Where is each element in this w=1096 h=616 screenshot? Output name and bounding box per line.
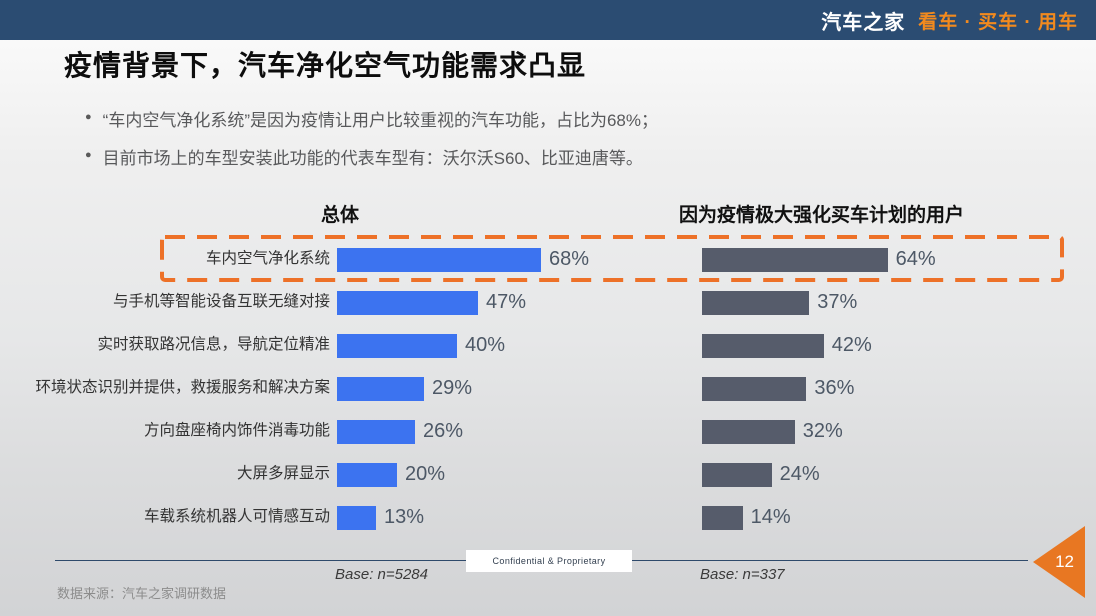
bar bbox=[702, 419, 795, 444]
value-label: 37% bbox=[817, 291, 858, 313]
chart-row: 实时获取路况信息，导航定位精准 40% 42% bbox=[0, 324, 1096, 367]
brand-name: 汽车之家 bbox=[821, 11, 906, 34]
strengthened-bar-cell: 24% bbox=[702, 462, 820, 487]
category-label: 实时获取路况信息，导航定位精准 bbox=[97, 336, 330, 354]
column-header-overall: 总体 bbox=[321, 205, 360, 226]
chart-row: 环境状态识别并提供，救援服务和解决方案 29% 36% bbox=[0, 367, 1096, 410]
overall-bar-cell: 20% bbox=[337, 462, 702, 487]
value-label: 29% bbox=[432, 377, 473, 399]
chart-rows: 车内空气净化系统 68% 64% 与手机等智能设备互联无缝对接 47% 37% 实时获取路况… bbox=[0, 238, 1096, 539]
value-label: 14% bbox=[750, 506, 791, 528]
value-label: 13% bbox=[384, 506, 425, 528]
bar bbox=[702, 290, 810, 315]
bar bbox=[337, 505, 376, 530]
confidential-label: Confidential & Proprietary bbox=[466, 550, 632, 572]
value-label: 47% bbox=[486, 291, 527, 313]
overall-bar-cell: 47% bbox=[337, 290, 702, 315]
page-title: 疫情背景下，汽车净化空气功能需求凸显 bbox=[64, 50, 587, 81]
bar bbox=[337, 376, 424, 401]
strengthened-bar-cell: 37% bbox=[702, 290, 858, 315]
value-label: 68% bbox=[549, 248, 590, 270]
category-label: 方向盘座椅内饰件消毒功能 bbox=[143, 422, 330, 440]
bullet-text: 目前市场上的车型安装此功能的代表车型有：沃尔沃S60、比亚迪唐等。 bbox=[102, 149, 643, 168]
value-label: 20% bbox=[405, 463, 446, 485]
strengthened-bar-cell: 32% bbox=[702, 419, 843, 444]
value-label: 42% bbox=[831, 334, 872, 356]
bar bbox=[337, 419, 415, 444]
bar bbox=[702, 247, 888, 272]
category-label: 环境状态识别并提供，救援服务和解决方案 bbox=[35, 379, 330, 397]
value-label: 24% bbox=[779, 463, 820, 485]
bar bbox=[702, 376, 807, 401]
category-label: 大屏多屏显示 bbox=[236, 465, 330, 483]
bullet-dot-icon: ● bbox=[85, 149, 92, 161]
bullet-item: ● 目前市场上的车型安装此功能的代表车型有：沃尔沃S60、比亚迪唐等。 bbox=[85, 144, 658, 169]
base-note-strengthened: Base: n=337 bbox=[700, 566, 785, 583]
strengthened-bar-cell: 42% bbox=[702, 333, 872, 358]
bar bbox=[337, 290, 478, 315]
bullet-item: ● “车内空气净化系统”是因为疫情让用户比较重视的汽车功能，占比为68%； bbox=[85, 106, 658, 131]
bar bbox=[702, 462, 772, 487]
data-source-note: 数据来源：汽车之家调研数据 bbox=[57, 586, 227, 601]
strengthened-bar-cell: 64% bbox=[702, 247, 936, 272]
bullet-list: ● “车内空气净化系统”是因为疫情让用户比较重视的汽车功能，占比为68%； ● … bbox=[85, 106, 658, 182]
bar bbox=[337, 333, 457, 358]
overall-bar-cell: 68% bbox=[337, 247, 702, 272]
chart-row: 与手机等智能设备互联无缝对接 47% 37% bbox=[0, 281, 1096, 324]
top-bar: 汽车之家 看车 · 买车 · 用车 bbox=[0, 0, 1096, 40]
overall-bar-cell: 40% bbox=[337, 333, 702, 358]
bar bbox=[337, 247, 541, 272]
overall-bar-cell: 29% bbox=[337, 376, 702, 401]
bar bbox=[337, 462, 397, 487]
bullet-text: “车内空气净化系统”是因为疫情让用户比较重视的汽车功能，占比为68%； bbox=[102, 111, 659, 130]
brand-tagline: 看车 · 买车 · 用车 bbox=[918, 11, 1078, 33]
overall-bar-cell: 26% bbox=[337, 419, 702, 444]
overall-bar-cell: 13% bbox=[337, 505, 702, 530]
value-label: 26% bbox=[423, 420, 464, 442]
strengthened-bar-cell: 36% bbox=[702, 376, 855, 401]
strengthened-bar-cell: 14% bbox=[702, 505, 791, 530]
column-header-strengthened: 因为疫情极大强化买车计划的用户 bbox=[679, 205, 965, 226]
page-number: 12 bbox=[1055, 552, 1074, 571]
category-label: 车载系统机器人可情感互动 bbox=[143, 508, 330, 526]
chart-row: 车载系统机器人可情感互动 13% 14% bbox=[0, 496, 1096, 539]
chart-row: 大屏多屏显示 20% 24% bbox=[0, 453, 1096, 496]
value-label: 36% bbox=[814, 377, 855, 399]
base-note-overall: Base: n=5284 bbox=[335, 566, 428, 583]
category-label: 车内空气净化系统 bbox=[205, 250, 330, 268]
bar bbox=[702, 333, 824, 358]
value-label: 40% bbox=[465, 334, 506, 356]
chart-row: 车内空气净化系统 68% 64% bbox=[0, 238, 1096, 281]
bar bbox=[702, 505, 743, 530]
category-label: 与手机等智能设备互联无缝对接 bbox=[112, 293, 330, 311]
bullet-dot-icon: ● bbox=[85, 111, 92, 123]
value-label: 64% bbox=[895, 248, 936, 270]
chart-row: 方向盘座椅内饰件消毒功能 26% 32% bbox=[0, 410, 1096, 453]
value-label: 32% bbox=[802, 420, 843, 442]
autohome-logo: 汽车之家 看车 · 买车 · 用车 bbox=[821, 0, 1078, 40]
